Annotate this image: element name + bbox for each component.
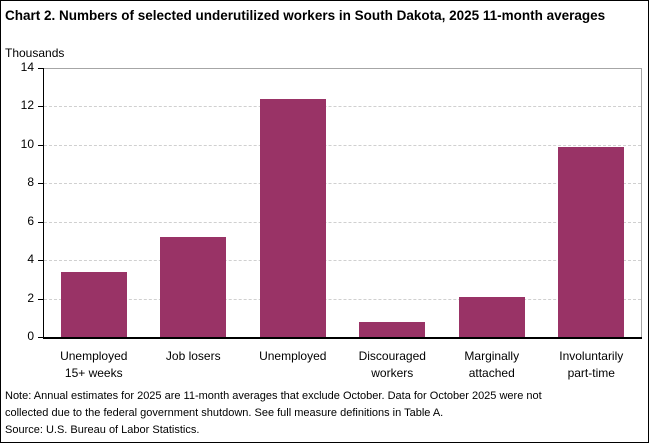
y-tick-label: 10 [20,136,34,151]
x-tick-label: Marginally attached [464,349,520,380]
y-tick-mark [38,337,43,338]
y-axis-unit-label: Thousands [5,46,65,60]
y-tick-label: 4 [27,252,34,267]
gridline [44,260,641,262]
gridline [44,183,641,185]
x-tick-label: Unemployed 15+ weeks [60,349,128,380]
source-note: Source: U.S. Bureau of Labor Statistics. [5,424,200,436]
y-tick-mark [38,221,43,223]
chart-title: Chart 2. Numbers of selected underutiliz… [5,8,606,23]
y-tick-mark [38,144,43,146]
y-tick-mark [38,260,43,262]
bar-marginally-attached [458,296,525,337]
y-tick-mark [38,183,43,185]
y-axis [43,68,44,338]
x-axis [43,337,642,339]
gridline [44,298,641,300]
x-tick-label: Discouraged workers [358,349,426,380]
x-tick-label: Involuntarily part-time [559,349,624,380]
gridline [44,144,641,146]
bar-involuntarily-part-time [558,146,625,337]
note-line-1: Note: Annual estimates for 2025 are 11-m… [5,390,542,402]
x-tick-label: Job losers [165,349,221,363]
y-tick-label: 2 [27,290,34,305]
y-tick-label: 0 [27,329,34,343]
bar-unemployed [259,98,326,337]
x-tick-label: Unemployed [259,349,327,363]
y-tick-label: 12 [20,98,34,113]
y-tick-label: 6 [27,213,34,228]
gridline [44,221,641,223]
note-line-2: collected due to the federal government … [5,407,444,419]
plot-area [43,68,642,337]
bar-unemployed-15-weeks [60,271,127,337]
y-tick-label: 14 [20,60,34,74]
y-tick-label: 8 [27,175,34,190]
bar-job-losers [160,237,227,337]
bar-discouraged-workers [359,321,426,337]
y-tick-mark [38,106,43,108]
y-tick-mark [38,298,43,300]
y-tick-mark [38,68,43,69]
gridline [44,106,641,108]
